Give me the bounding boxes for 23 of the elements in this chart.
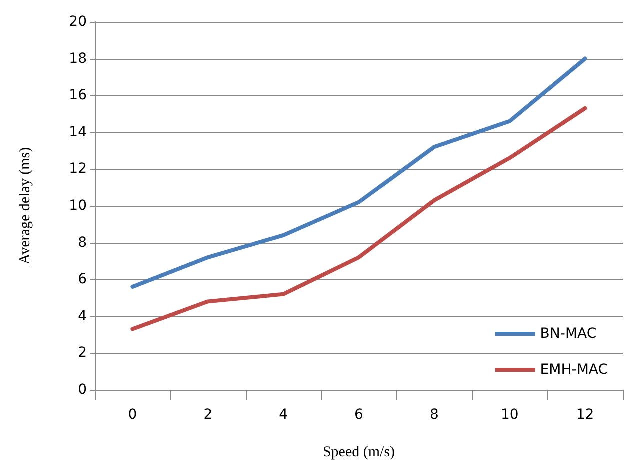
y-tick-label: 14	[69, 124, 88, 140]
x-tick-label: 4	[279, 407, 288, 423]
y-tick-label: 6	[78, 272, 88, 288]
y-axis-title: Average delay (ms)	[18, 147, 34, 265]
legend-label: BN-MAC	[540, 326, 597, 342]
x-tick-label: 2	[204, 407, 213, 423]
legend-label: EMH-MAC	[540, 362, 608, 378]
y-tick-label: 8	[78, 234, 87, 251]
line-series	[130, 56, 588, 289]
x-axis-title: Speed (m/s)	[322, 444, 396, 460]
x-tick-label: 12	[576, 407, 594, 423]
y-tick-label: 0	[78, 382, 87, 398]
y-tick-label: 16	[69, 88, 88, 104]
y-tick-label: 18	[69, 50, 87, 67]
y-tick-label: 12	[69, 161, 87, 178]
x-tick-label: 8	[430, 407, 439, 423]
y-tick-label: 4	[78, 308, 88, 324]
x-tick-label: 10	[500, 407, 519, 423]
y-tick-label: 10	[69, 198, 87, 214]
y-tick-label: 20	[69, 14, 87, 30]
x-tick-label: 0	[128, 407, 138, 423]
x-tick-label: 6	[354, 407, 364, 423]
y-tick-label: 2	[78, 345, 87, 362]
